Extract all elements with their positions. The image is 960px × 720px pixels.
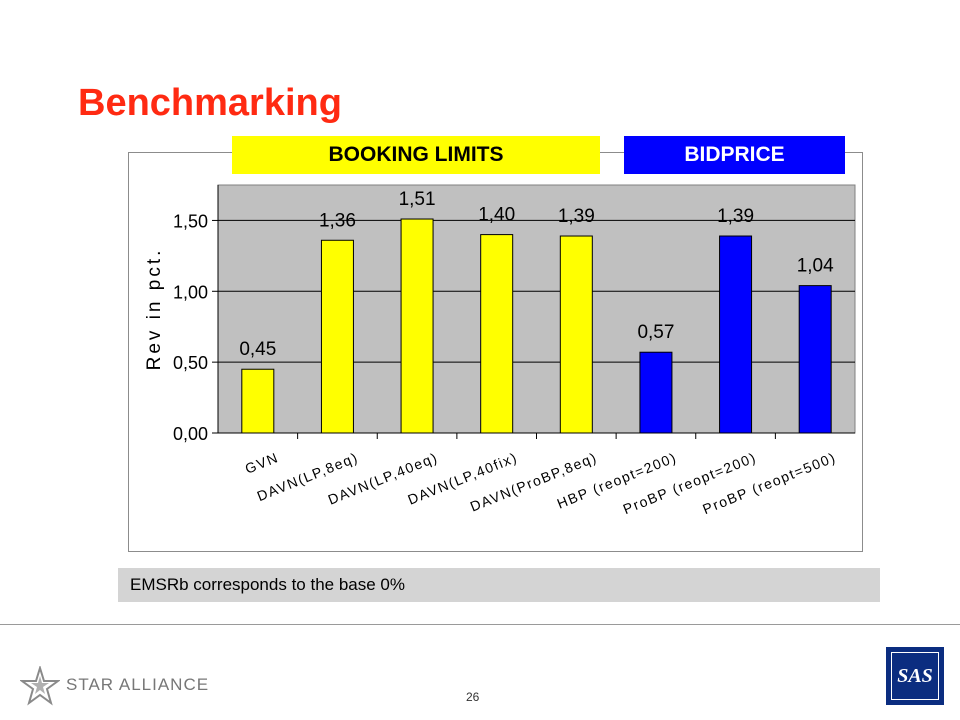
bar-value-label: 1,39 bbox=[558, 206, 595, 227]
bar bbox=[320, 239, 354, 434]
x-category-label: GVN bbox=[243, 449, 281, 477]
y-tick-label: 1,00 bbox=[173, 282, 208, 302]
booking-limits-band: BOOKING LIMITS bbox=[232, 136, 600, 174]
x-category-label: ProBP (reopt=200) bbox=[621, 449, 759, 517]
sas-logo: SAS bbox=[886, 647, 944, 705]
bar-value-label: 1,40 bbox=[478, 205, 515, 226]
bar-value-label: 0,57 bbox=[637, 322, 674, 343]
bar bbox=[559, 235, 593, 434]
star-alliance-logo-text: STAR ALLIANCE bbox=[66, 675, 210, 694]
bar-value-label: 1,51 bbox=[399, 189, 436, 210]
footer-divider bbox=[0, 624, 960, 625]
bar bbox=[480, 234, 514, 434]
bar bbox=[798, 285, 832, 434]
x-category-label: ProBP (reopt=500) bbox=[700, 449, 838, 517]
y-axis-label: Rev in pct. bbox=[144, 248, 165, 371]
y-tick-label: 1,50 bbox=[173, 211, 208, 231]
bar-value-label: 1,36 bbox=[319, 210, 356, 231]
y-tick-label: 0,50 bbox=[173, 353, 208, 373]
star-alliance-icon bbox=[20, 666, 60, 706]
bidprice-band: BIDPRICE bbox=[624, 136, 845, 174]
base-note: EMSRb corresponds to the base 0% bbox=[118, 568, 880, 602]
bar-value-label: 1,39 bbox=[717, 206, 754, 227]
plot-area bbox=[217, 184, 856, 434]
bar-value-label: 1,04 bbox=[797, 256, 834, 277]
bar bbox=[241, 368, 275, 434]
bar-value-label: 0,45 bbox=[239, 339, 276, 360]
bar bbox=[639, 351, 673, 434]
y-tick-label: 0,00 bbox=[173, 424, 208, 444]
bar bbox=[719, 235, 753, 434]
slide-title: Benchmarking bbox=[78, 82, 342, 124]
bar bbox=[400, 218, 434, 434]
page-number: 26 bbox=[466, 690, 480, 704]
sas-logo-text: SAS bbox=[897, 665, 933, 687]
